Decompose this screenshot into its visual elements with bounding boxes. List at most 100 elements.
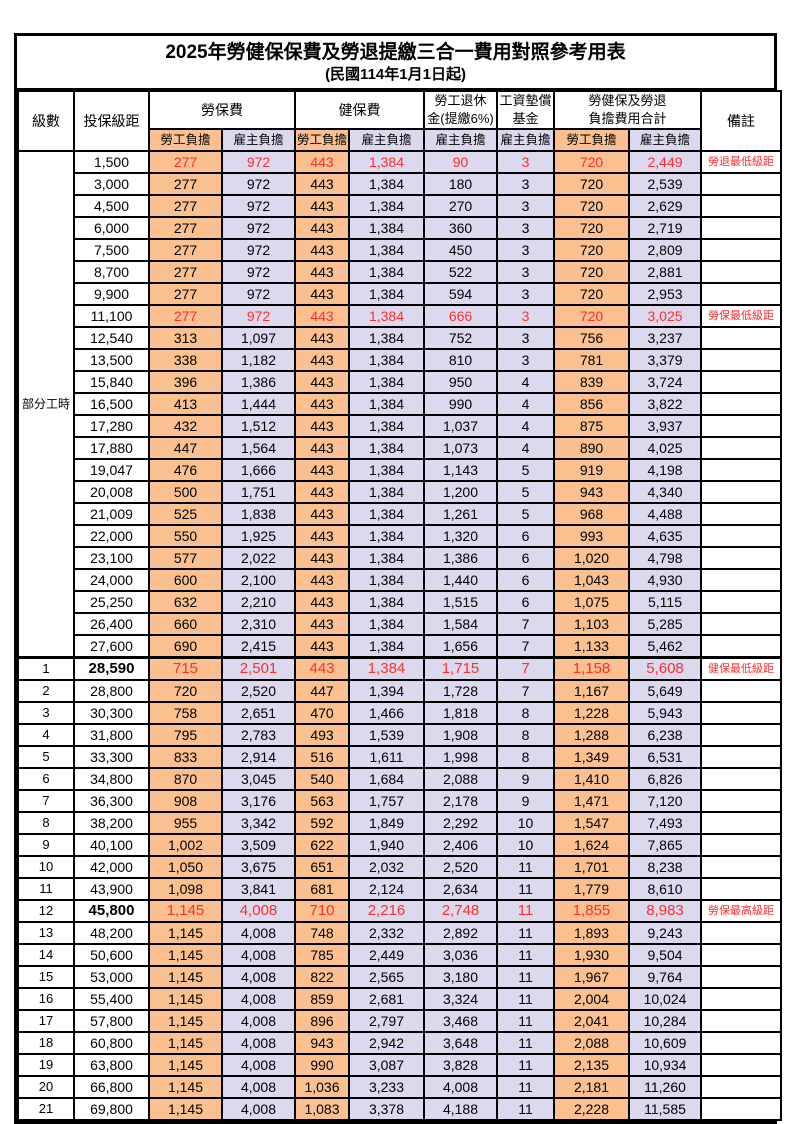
remark-cell xyxy=(700,392,783,416)
table-row: 27,600 690 2,415 443 1,384 1,656 7 1,133 5,462 xyxy=(18,634,783,659)
fee-cell-hi_r: 2,565 xyxy=(348,965,425,989)
fee-cell-li_r: 3,841 xyxy=(221,877,296,901)
fee-cell-to_r: 10,609 xyxy=(627,1031,703,1055)
fee-cell-wf: 11 xyxy=(496,1075,555,1099)
remark-cell xyxy=(700,921,783,945)
level-cell: 20 xyxy=(17,1075,75,1099)
fee-cell-pe: 2,634 xyxy=(423,877,498,901)
total-header-line1: 勞健保及勞退 xyxy=(588,93,667,108)
level-cell-part-time: 部分工時 xyxy=(17,150,75,659)
fee-cell-hi_e: 563 xyxy=(294,789,350,813)
bracket-cell: 13,500 xyxy=(73,348,150,372)
table-row: 25,250 632 2,210 443 1,384 1,515 6 1,075 5,115 xyxy=(18,590,783,614)
fee-cell-hi_r: 1,384 xyxy=(348,568,425,592)
fee-cell-to_r: 11,260 xyxy=(627,1075,703,1099)
table-row: 15 53,000 1,145 4,008 822 2,565 3,180 11 1,967 9,… xyxy=(17,965,783,989)
fee-cell-hi_e: 859 xyxy=(294,987,350,1011)
fee-cell-pe: 450 xyxy=(423,238,498,262)
table-row: 8,700 277 972 443 1,384 522 3 720 2,881 xyxy=(18,260,783,284)
fee-cell-to_e: 1,547 xyxy=(553,811,630,835)
level-cell: 4 xyxy=(17,723,75,747)
fee-cell-hi_r: 3,378 xyxy=(348,1097,425,1121)
fee-cell-wf: 4 xyxy=(496,414,555,438)
fee-cell-pe: 3,324 xyxy=(423,987,498,1011)
fee-cell-wf: 3 xyxy=(496,150,555,174)
fee-cell-to_r: 7,865 xyxy=(627,833,703,857)
fee-cell-li_e: 476 xyxy=(148,458,223,482)
table-title: 2025年勞健保保費及勞退提繳三合一費用對照參考用表 xyxy=(165,42,626,63)
fee-cell-wf: 3 xyxy=(496,348,555,372)
fee-cell-hi_r: 1,384 xyxy=(348,590,425,614)
fee-cell-li_e: 277 xyxy=(148,216,223,240)
fee-cell-to_r: 6,238 xyxy=(627,723,703,747)
fee-cell-li_e: 1,145 xyxy=(148,1053,223,1077)
fee-cell-li_r: 2,520 xyxy=(221,679,296,703)
fee-cell-to_r: 2,953 xyxy=(627,282,703,306)
remark-cell xyxy=(700,701,783,725)
fee-cell-pe: 990 xyxy=(423,392,498,416)
fee-cell-to_r: 10,024 xyxy=(627,987,703,1011)
fee-cell-li_e: 690 xyxy=(148,634,223,659)
fee-cell-li_r: 972 xyxy=(221,216,296,240)
fee-cell-hi_r: 1,384 xyxy=(348,612,425,636)
bracket-cell: 34,800 xyxy=(73,767,150,791)
fee-cell-to_e: 993 xyxy=(553,524,630,548)
fee-cell-wf: 10 xyxy=(496,833,555,857)
fee-cell-hi_e: 943 xyxy=(294,1031,350,1055)
fee-cell-to_e: 720 xyxy=(553,304,630,328)
remark-cell xyxy=(700,524,783,548)
fee-cell-to_r: 5,462 xyxy=(627,634,703,659)
fee-cell-wf: 6 xyxy=(496,590,555,614)
fee-cell-wf: 8 xyxy=(496,723,555,747)
fee-cell-pe: 3,828 xyxy=(423,1053,498,1077)
level-cell: 17 xyxy=(17,1009,75,1033)
fee-cell-hi_e: 748 xyxy=(294,921,350,945)
fee-cell-hi_r: 1,384 xyxy=(348,282,425,306)
table-row: 1 28,590 715 2,501 443 1,384 1,715 7 1,158 5,608 健… xyxy=(17,656,783,681)
remark-cell xyxy=(700,943,783,967)
table-row: 23,100 577 2,022 443 1,384 1,386 6 1,020 4,798 xyxy=(18,546,783,570)
fee-cell-pe: 752 xyxy=(423,326,498,350)
table-row: 22,000 550 1,925 443 1,384 1,320 6 993 4,635 xyxy=(18,524,783,548)
fee-cell-to_r: 2,539 xyxy=(627,172,703,196)
fee-cell-li_r: 4,008 xyxy=(221,899,296,923)
fee-cell-li_e: 908 xyxy=(148,789,223,813)
fee-cell-pe: 950 xyxy=(423,370,498,394)
fee-cell-hi_e: 443 xyxy=(294,304,350,328)
remark-cell: 勞保最低級距 xyxy=(700,304,783,328)
fee-cell-to_e: 1,103 xyxy=(553,612,630,636)
fee-cell-hi_e: 785 xyxy=(294,943,350,967)
remark-cell: 健保最低級距 xyxy=(700,656,783,681)
fee-cell-hi_r: 1,384 xyxy=(348,304,425,328)
table-row: 26,400 660 2,310 443 1,384 1,584 7 1,103 5,285 xyxy=(18,612,783,636)
fee-cell-wf: 5 xyxy=(496,458,555,482)
fee-cell-li_e: 277 xyxy=(148,238,223,262)
fee-cell-to_e: 875 xyxy=(553,414,630,438)
table-row: 4 31,800 795 2,783 493 1,539 1,908 8 1,288 6,238 xyxy=(17,723,783,747)
remark-cell xyxy=(700,1031,783,1055)
fee-cell-hi_e: 443 xyxy=(294,568,350,592)
fee-cell-li_r: 4,008 xyxy=(221,965,296,989)
fee-cell-li_r: 2,501 xyxy=(221,656,296,681)
remark-cell xyxy=(700,965,783,989)
bracket-cell: 25,250 xyxy=(73,590,150,614)
table-row: 13 48,200 1,145 4,008 748 2,332 2,892 11 1,893 9,… xyxy=(17,921,783,945)
bracket-cell: 57,800 xyxy=(73,1009,150,1033)
group-header-total: 勞健保及勞退 負擔費用合計 xyxy=(552,90,703,130)
fee-cell-to_r: 9,764 xyxy=(627,965,703,989)
table-row: 3,000 277 972 443 1,384 180 3 720 2,539 xyxy=(18,172,783,196)
table-row: 15,840 396 1,386 443 1,384 950 4 839 3,724 xyxy=(18,370,783,394)
remark-cell xyxy=(700,612,783,636)
bracket-cell: 3,000 xyxy=(73,172,150,196)
fee-cell-to_r: 8,610 xyxy=(627,877,703,901)
fee-cell-hi_e: 443 xyxy=(294,656,350,681)
fee-cell-pe: 1,998 xyxy=(423,745,498,769)
table-row: 5 33,300 833 2,914 516 1,611 1,998 8 1,349 6,531 xyxy=(17,745,783,769)
fee-cell-hi_e: 443 xyxy=(294,260,350,284)
fee-cell-to_r: 4,025 xyxy=(627,436,703,460)
fee-cell-hi_r: 1,384 xyxy=(348,194,425,218)
fee-cell-li_r: 2,022 xyxy=(221,546,296,570)
fee-cell-pe: 1,728 xyxy=(423,679,498,703)
level-cell: 2 xyxy=(17,679,75,703)
fee-cell-hi_e: 651 xyxy=(294,855,350,879)
